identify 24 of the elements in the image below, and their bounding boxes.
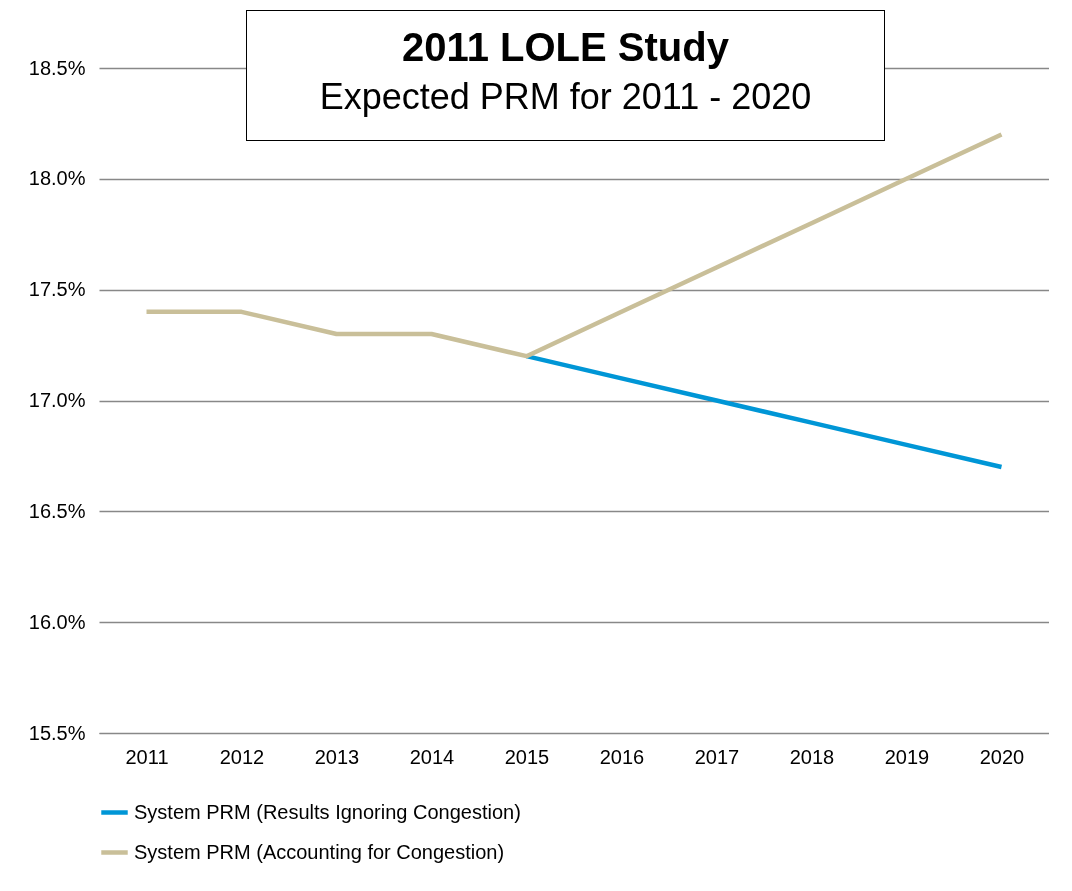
legend-label: System PRM (Accounting for Congestion) bbox=[134, 840, 505, 863]
x-tick-label: 2015 bbox=[504, 745, 550, 768]
x-tick-label: 2016 bbox=[599, 745, 645, 768]
x-tick-label: 2020 bbox=[979, 745, 1025, 768]
y-tick-label: 18.5% bbox=[28, 56, 86, 79]
legend-label: System PRM (Results Ignoring Congestion) bbox=[134, 800, 521, 823]
x-tick-label: 2017 bbox=[694, 745, 740, 768]
x-tick-label: 2013 bbox=[314, 745, 360, 768]
x-tick-label: 2011 bbox=[125, 745, 169, 768]
chart-title: 2011 LOLE Study bbox=[401, 25, 730, 70]
chart-subtitle: Expected PRM for 2011 - 2020 bbox=[318, 76, 813, 118]
y-tick-label: 16.5% bbox=[28, 499, 86, 522]
y-tick-label: 18.0% bbox=[28, 167, 86, 190]
x-tick-label: 2012 bbox=[219, 745, 265, 768]
y-tick-label: 15.5% bbox=[28, 721, 86, 744]
x-tick-label: 2018 bbox=[789, 745, 835, 768]
y-tick-label: 17.5% bbox=[28, 278, 86, 301]
x-tick-label: 2019 bbox=[884, 745, 930, 768]
y-tick-label: 16.0% bbox=[28, 610, 86, 633]
x-tick-label: 2014 bbox=[409, 745, 455, 768]
line-series bbox=[144, 132, 1004, 359]
y-tick-label: 17.0% bbox=[28, 389, 86, 411]
line-series bbox=[524, 353, 1004, 470]
title-box: 2011 LOLE Study Expected PRM for 2011 - 2020 bbox=[246, 10, 885, 141]
